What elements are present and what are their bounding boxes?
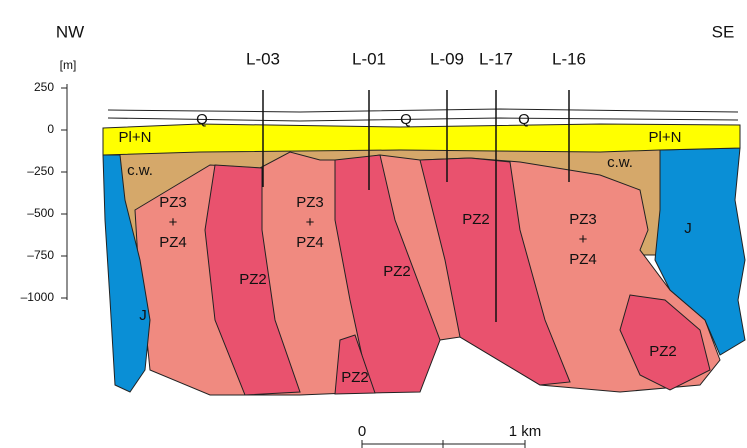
scale-end: 1 km bbox=[509, 423, 542, 440]
unit-label: PZ3 bbox=[296, 194, 324, 211]
axis-tick-label: –500 bbox=[27, 206, 54, 220]
axis-tick-label: –250 bbox=[27, 164, 54, 178]
unit-label: + bbox=[169, 214, 178, 231]
unit-label: PZ2 bbox=[462, 211, 490, 228]
unit-label: PZ4 bbox=[296, 234, 324, 251]
unit-label: c.w. bbox=[607, 154, 633, 171]
unit-label: PZ4 bbox=[569, 251, 597, 268]
axis-tick-label: 250 bbox=[34, 80, 54, 94]
pl-n-layer bbox=[103, 124, 740, 155]
unit-label: J bbox=[684, 220, 692, 237]
well-label: L-16 bbox=[552, 49, 586, 68]
unit-label: PZ2 bbox=[649, 343, 677, 360]
well-label: L-17 bbox=[479, 49, 513, 68]
well-label: L-03 bbox=[246, 49, 280, 68]
unit-label: PZ2 bbox=[239, 271, 267, 288]
nw-label: NW bbox=[56, 22, 84, 41]
unit-label: + bbox=[306, 214, 315, 231]
se-label: SE bbox=[712, 22, 735, 41]
unit-label: PZ3 bbox=[159, 194, 187, 211]
axis-tick-label: –1000 bbox=[21, 290, 55, 304]
axis-tick-label: –750 bbox=[27, 248, 54, 262]
scale-start: 0 bbox=[358, 423, 366, 440]
unit-label: Pl+N bbox=[119, 129, 152, 146]
unit-label: c.w. bbox=[127, 162, 153, 179]
unit-label: Pl+N bbox=[649, 129, 682, 146]
unit-label: PZ3 bbox=[569, 211, 597, 228]
well-label: L-01 bbox=[352, 49, 386, 68]
unit-label: Q bbox=[196, 111, 208, 128]
unit-label: PZ2 bbox=[341, 369, 369, 386]
well-label: L-09 bbox=[430, 49, 464, 68]
unit-label: Q bbox=[400, 111, 412, 128]
axis-tick-label: 0 bbox=[47, 122, 54, 136]
unit-label: Q bbox=[518, 111, 530, 128]
unit-label: J bbox=[139, 307, 147, 324]
unit-label: + bbox=[579, 231, 588, 248]
unit-label: PZ4 bbox=[159, 234, 187, 251]
unit-label: PZ2 bbox=[383, 263, 411, 280]
cross-section: NW SE [m] 0 1 km 250 0 –250 –500 –750 –1000 L-… bbox=[0, 0, 747, 448]
axis-unit: [m] bbox=[60, 58, 77, 72]
